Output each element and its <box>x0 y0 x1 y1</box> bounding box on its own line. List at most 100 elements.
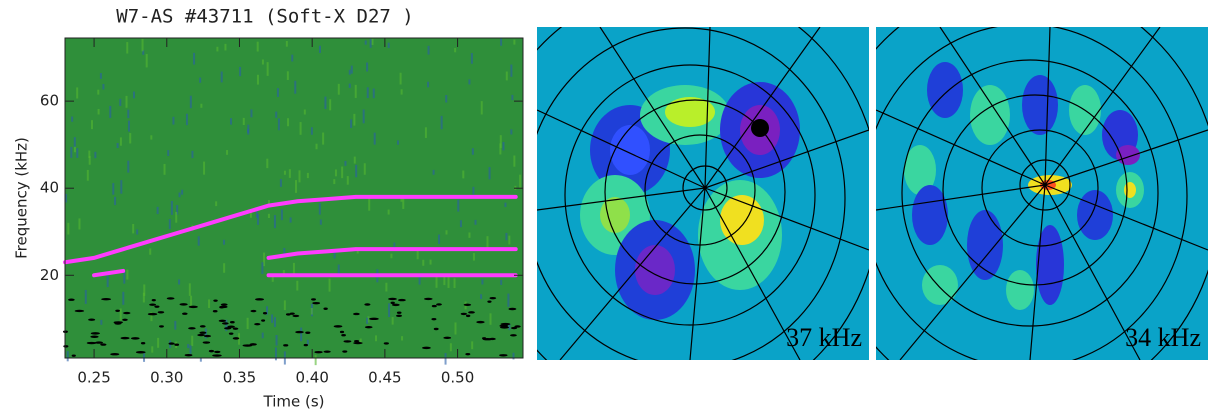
texture-spot <box>499 354 508 357</box>
blob <box>610 125 650 175</box>
texture-streak <box>127 160 130 173</box>
texture-spot <box>343 340 352 343</box>
texture-streak <box>333 249 336 259</box>
texture-streak <box>141 38 144 52</box>
texture-streak <box>471 148 474 155</box>
texture-streak <box>114 196 117 206</box>
texture-spot <box>285 313 291 316</box>
texture-spot <box>390 301 395 305</box>
texture-streak <box>350 119 353 128</box>
texture-streak <box>203 161 206 175</box>
texture-streak <box>102 84 105 90</box>
texture-streak <box>167 150 170 157</box>
texture-streak <box>277 118 280 131</box>
texture-streak <box>174 320 177 330</box>
texture-streak <box>499 143 502 155</box>
texture-spot <box>202 341 211 344</box>
texture-streak <box>303 109 306 115</box>
texture-streak <box>88 156 91 165</box>
texture-streak <box>191 335 194 347</box>
texture-spot <box>397 298 406 302</box>
texture-streak <box>99 73 102 79</box>
tomogram-panel: 34 kHz <box>876 27 1208 360</box>
texture-streak <box>510 129 513 135</box>
texture-streak <box>341 166 344 179</box>
blob <box>665 97 715 127</box>
texture-streak <box>418 273 421 285</box>
texture-streak <box>296 280 299 291</box>
texture-spot <box>227 325 235 328</box>
texture-streak <box>396 140 399 145</box>
texture-spot <box>197 333 205 337</box>
texture-streak <box>314 354 317 366</box>
texture-streak <box>400 89 403 95</box>
texture-streak <box>454 47 457 53</box>
x-tick-label: 0.40 <box>295 369 328 387</box>
texture-spot <box>250 309 257 313</box>
texture-streak <box>76 87 79 99</box>
texture-spot <box>115 309 120 312</box>
texture-spot <box>383 342 389 345</box>
texture-streak <box>220 71 223 83</box>
texture-streak <box>193 52 196 65</box>
texture-streak <box>287 118 290 127</box>
texture-streak <box>271 274 274 282</box>
texture-streak <box>126 269 129 280</box>
texture-spot <box>232 337 240 340</box>
texture-spot <box>423 297 433 301</box>
texture-streak <box>246 317 249 330</box>
texture-streak <box>151 346 154 353</box>
texture-streak <box>223 263 226 273</box>
texture-spot <box>166 297 175 300</box>
texture-streak <box>393 242 396 250</box>
texture-streak <box>299 122 302 135</box>
flux-grid <box>876 27 1208 360</box>
texture-streak <box>127 120 130 132</box>
texture-spot <box>71 354 76 357</box>
texture-streak <box>197 236 200 246</box>
texture-streak <box>480 294 483 299</box>
texture-spot <box>391 303 400 307</box>
texture-streak <box>106 275 109 288</box>
texture-streak <box>457 199 460 212</box>
texture-streak <box>519 174 522 189</box>
texture-streak <box>143 284 146 296</box>
texture-streak <box>291 54 294 62</box>
texture-spot <box>208 349 215 353</box>
texture-spot <box>140 342 146 345</box>
texture-streak <box>480 101 483 115</box>
texture-spot <box>63 345 69 348</box>
texture-streak <box>346 176 349 185</box>
texture-streak <box>256 41 259 52</box>
texture-streak <box>513 155 516 167</box>
panel-label: 37 kHz <box>786 323 862 352</box>
texture-streak <box>86 169 89 181</box>
texture-streak <box>453 278 456 289</box>
texture-streak <box>481 279 484 285</box>
texture-spot <box>431 304 437 308</box>
texture-streak <box>500 38 503 46</box>
texture-streak <box>88 150 91 159</box>
texture-spot <box>74 309 85 313</box>
texture-streak <box>156 206 159 215</box>
texture-streak <box>84 289 87 304</box>
blob <box>600 197 630 233</box>
texture-spot <box>431 317 437 321</box>
texture-streak <box>369 38 372 48</box>
texture-streak <box>337 264 340 275</box>
texture-spot <box>199 331 207 334</box>
texture-streak <box>109 105 112 118</box>
texture-streak <box>225 319 228 332</box>
texture-spot <box>333 325 343 328</box>
texture-spot <box>218 319 227 323</box>
texture-spot <box>460 312 467 316</box>
texture-spot <box>388 297 397 301</box>
texture-spot <box>221 322 229 325</box>
texture-streak <box>265 306 268 315</box>
plot-frame <box>64 37 524 359</box>
texture-spot <box>465 314 471 318</box>
texture-streak <box>294 80 297 94</box>
texture-streak <box>120 180 123 194</box>
texture-spot <box>123 311 131 315</box>
